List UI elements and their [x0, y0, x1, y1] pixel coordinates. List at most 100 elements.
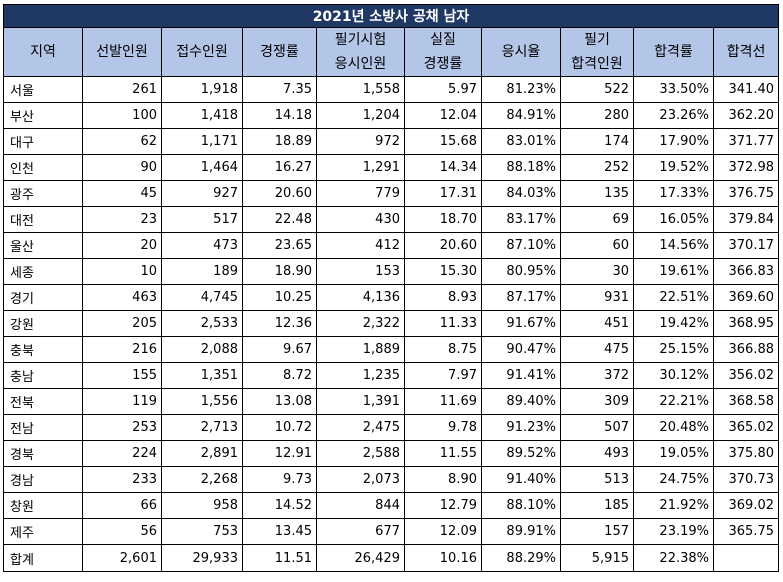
value-cell: 174: [560, 128, 634, 155]
table-row: 대전 23 517 22.48 430 18.70 83.17% 69 16.05% 379.84: [3, 206, 780, 233]
value-cell: 88.18%: [481, 154, 561, 181]
region-cell: 경기: [3, 284, 83, 311]
value-cell: 372: [560, 362, 634, 389]
value-cell: 356.02: [712, 362, 780, 389]
value-cell: 1,204: [316, 102, 405, 129]
value-cell: 11.69: [404, 388, 482, 415]
region-cell: 부산: [3, 102, 83, 129]
value-cell: 493: [560, 440, 634, 467]
value-cell: 12.79: [404, 492, 482, 519]
value-cell: 252: [560, 154, 634, 181]
value-cell: 12.09: [404, 518, 482, 545]
table-container: 2021년 소방사 공채 남자 지역 선발인원 접수인원 경쟁률 필기시험 응시인원 실질 경…: [2, 4, 780, 572]
value-cell: 30.12%: [633, 362, 714, 389]
value-cell: 20.60: [242, 180, 317, 207]
value-cell: 473: [161, 232, 243, 259]
value-cell: 19.05%: [633, 440, 714, 467]
value-cell: 21.92%: [633, 492, 714, 519]
value-cell: 20.60: [404, 232, 482, 259]
value-cell: 30: [560, 258, 634, 285]
column-header: 경쟁률: [242, 27, 317, 77]
value-cell: 507: [560, 414, 634, 441]
value-cell: 4,136: [316, 284, 405, 311]
value-cell: 23.26%: [633, 102, 714, 129]
value-cell: 1,171: [161, 128, 243, 155]
value-cell: 4,745: [161, 284, 243, 311]
region-cell: 대구: [3, 128, 83, 155]
region-cell: 합계: [3, 544, 83, 572]
table-row: 부산 100 1,418 14.18 1,204 12.04 84.91% 280 23.26%…: [3, 102, 780, 129]
value-cell: 91.41%: [481, 362, 561, 389]
value-cell: 309: [560, 388, 634, 415]
value-cell: 844: [316, 492, 405, 519]
value-cell: 1,558: [316, 76, 405, 103]
value-cell: 157: [560, 518, 634, 545]
value-cell: 2,601: [82, 544, 162, 572]
column-header: 합격률: [633, 27, 714, 77]
table-row: 강원 205 2,533 12.36 2,322 11.33 91.67% 451 19.42%…: [3, 310, 780, 337]
region-cell: 경남: [3, 466, 83, 493]
value-cell: 89.52%: [481, 440, 561, 467]
value-cell: 216: [82, 336, 162, 363]
value-cell: 10.16: [404, 544, 482, 572]
value-cell: 14.34: [404, 154, 482, 181]
value-cell: 83.01%: [481, 128, 561, 155]
value-cell: 89.91%: [481, 518, 561, 545]
value-cell: 376.75: [712, 180, 780, 207]
value-cell: 56: [82, 518, 162, 545]
value-cell: 23.65: [242, 232, 317, 259]
region-cell: 강원: [3, 310, 83, 337]
value-cell: 369.02: [712, 492, 780, 519]
value-cell: 25.15%: [633, 336, 714, 363]
value-cell: 7.97: [404, 362, 482, 389]
value-cell: 362.20: [712, 102, 780, 129]
value-cell: 2,073: [316, 466, 405, 493]
value-cell: 12.04: [404, 102, 482, 129]
value-cell: 451: [560, 310, 634, 337]
table-row: 제주 56 753 13.45 677 12.09 89.91% 157 23.19% 365.7…: [3, 518, 780, 545]
region-cell: 대전: [3, 206, 83, 233]
table-row: 경기 463 4,745 10.25 4,136 8.93 87.17% 931 22.51% 3…: [3, 284, 780, 311]
value-cell: 14.56%: [633, 232, 714, 259]
value-cell: 5.97: [404, 76, 482, 103]
value-cell: 100: [82, 102, 162, 129]
value-cell: 12.36: [242, 310, 317, 337]
table-row: 인천 90 1,464 16.27 1,291 14.34 88.18% 252 19.52% 3…: [3, 154, 780, 181]
value-cell: 412: [316, 232, 405, 259]
value-cell: 233: [82, 466, 162, 493]
value-cell: 18.70: [404, 206, 482, 233]
value-cell: 371.77: [712, 128, 780, 155]
value-cell: 375.80: [712, 440, 780, 467]
value-cell: 29,933: [161, 544, 243, 572]
table-row: 충북 216 2,088 9.67 1,889 8.75 90.47% 475 25.15% 36…: [3, 336, 780, 363]
value-cell: 90.47%: [481, 336, 561, 363]
value-cell: 22.51%: [633, 284, 714, 311]
value-cell: 60: [560, 232, 634, 259]
value-cell: 366.88: [712, 336, 780, 363]
value-cell: 87.10%: [481, 232, 561, 259]
value-cell: 22.48: [242, 206, 317, 233]
column-header: 합격선: [712, 27, 780, 77]
value-cell: 10: [82, 258, 162, 285]
value-cell: 9.73: [242, 466, 317, 493]
value-cell: 84.03%: [481, 180, 561, 207]
value-cell: 475: [560, 336, 634, 363]
value-cell: 9.78: [404, 414, 482, 441]
value-cell: 5,915: [560, 544, 634, 572]
total-row: 합계 2,601 29,933 11.51 26,429 10.16 88.29% 5,915…: [3, 544, 780, 572]
value-cell: 12.91: [242, 440, 317, 467]
value-cell: 89.40%: [481, 388, 561, 415]
value-cell: 11.51: [242, 544, 317, 572]
value-cell: 2,475: [316, 414, 405, 441]
value-cell: 23: [82, 206, 162, 233]
table-row: 경북 224 2,891 12.91 2,588 11.55 89.52% 493 19.05%…: [3, 440, 780, 467]
value-cell: 24.75%: [633, 466, 714, 493]
value-cell: 10.72: [242, 414, 317, 441]
value-cell: 19.61%: [633, 258, 714, 285]
table-row: 서울 261 1,918 7.35 1,558 5.97 81.23% 522 33.50% 34…: [3, 76, 780, 103]
value-cell: 9.67: [242, 336, 317, 363]
value-cell: 1,391: [316, 388, 405, 415]
column-header: 지역: [3, 27, 83, 77]
value-cell: [712, 544, 780, 572]
header-row: 지역 선발인원 접수인원 경쟁률 필기시험 응시인원 실질 경쟁률 응시율 필기 합격인원 합격률 합격…: [3, 27, 780, 77]
